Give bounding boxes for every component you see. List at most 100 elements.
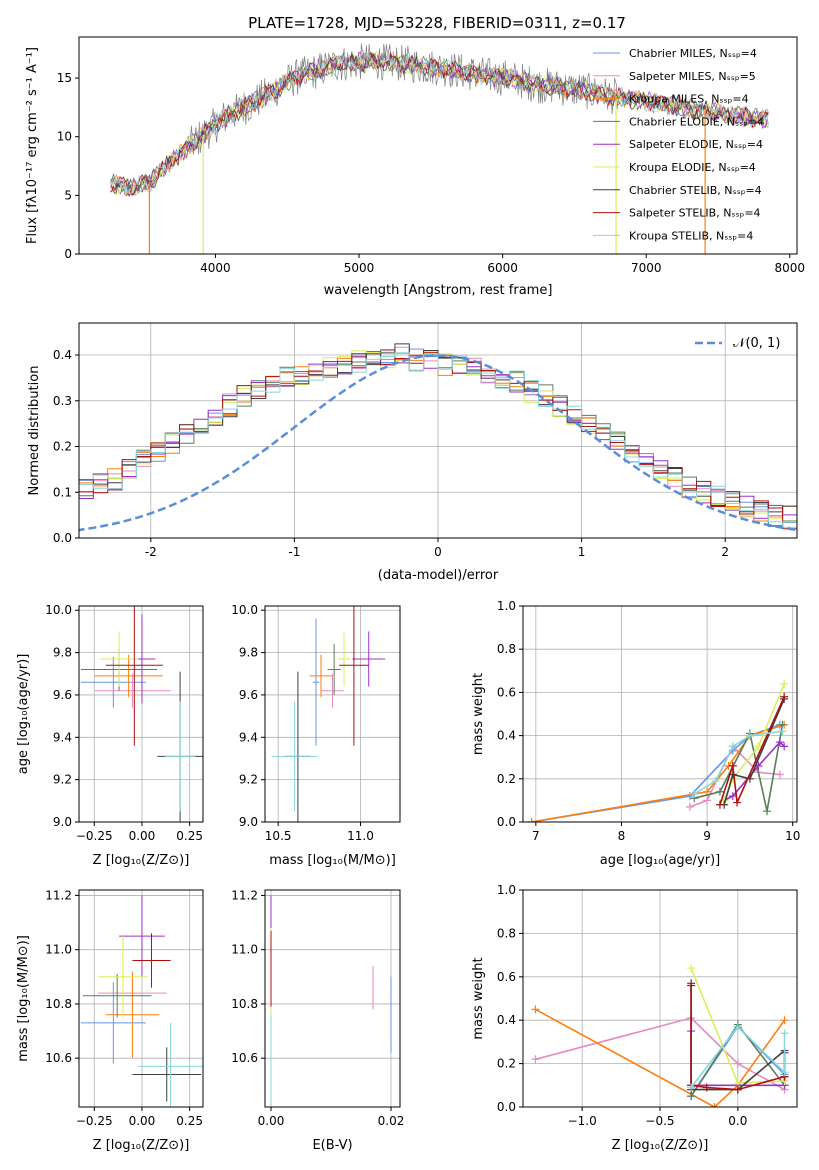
mass-weight-marker — [527, 818, 536, 822]
mass-weight-marker — [711, 776, 720, 785]
mass-weight-marker — [702, 1083, 711, 1092]
mass-vs-ebv-chart: 0.00 0.02 10.6 10.8 11.0 11.2 E(B-V) — [231, 888, 404, 1153]
x-tick-label: 0 — [434, 545, 442, 559]
mass-weight-marker — [780, 742, 789, 751]
mass-weight-marker — [687, 964, 696, 973]
y-tick-label: 9.4 — [239, 730, 258, 744]
y-tick-label: 0 — [64, 247, 72, 261]
mass-weight-marker — [775, 738, 784, 747]
errorbar-group — [80, 606, 203, 822]
mass-weight-marker — [763, 807, 772, 816]
residual-histogram-line — [79, 352, 797, 528]
y-tick-label: 10.0 — [45, 603, 72, 617]
x-tick-label: −0.5 — [645, 1114, 674, 1128]
mass-weight-marker — [685, 802, 694, 811]
y-tick-label: 0.2 — [497, 772, 516, 786]
x-tick-label: 10 — [785, 829, 800, 843]
mass-weight-marker — [728, 742, 737, 751]
x-tick-label: 0.00 — [258, 1114, 285, 1128]
axes-frame — [78, 889, 204, 1108]
x-tick-label: 1 — [578, 545, 586, 559]
x-tick-label: 10.5 — [265, 829, 292, 843]
x-tick-label: 7 — [532, 829, 540, 843]
y-tick-label: 9.2 — [53, 773, 72, 787]
spectrum-lines — [110, 43, 769, 254]
mass-weight-lines — [527, 679, 789, 822]
x-tick-label: −0.25 — [76, 1114, 113, 1128]
mass-weight-marker — [728, 792, 737, 801]
x-tick-label: 9 — [703, 829, 711, 843]
y-tick-label: 0.8 — [497, 642, 516, 656]
legend-entry: Salpeter STELIB, Nₛₛₚ=4 — [629, 207, 761, 220]
y-tick-label: 0.2 — [53, 440, 72, 454]
y-tick-label: 10.0 — [231, 603, 258, 617]
y-axis-label: mass [log₁₀(M/M⊙)] — [16, 935, 31, 1062]
y-tick-label: 0.2 — [497, 1057, 516, 1071]
x-tick-label: 2 — [721, 545, 729, 559]
x-axis-label: mass [log₁₀(M/M⊙)] — [269, 853, 396, 868]
mass-weight-marker — [687, 1083, 696, 1092]
age-vs-z-chart: −0.25 0.00 0.25 9.0 9.2 9.4 9.6 9.8 10.0 Z [log₁₀… — [16, 603, 204, 868]
mass-weight-marker — [745, 731, 754, 740]
y-tick-label: 1.0 — [497, 883, 516, 897]
mass-weight-marker — [715, 787, 724, 796]
mass-weight-line — [535, 1017, 785, 1091]
errorbar-group — [271, 606, 386, 822]
mass-weight-line — [535, 1008, 786, 1107]
x-tick-label: 11.0 — [347, 829, 374, 843]
model-spectrum-line — [110, 51, 769, 197]
y-axis-label: Normed distribution — [27, 366, 42, 496]
mass-weight-marker — [733, 1085, 742, 1094]
residuals-chart: -2 -1 0 1 2 0.0 0.1 0.2 0.3 0.4 (data-model)/error… — [27, 322, 798, 583]
x-tick-label: 0.00 — [129, 1114, 156, 1128]
x-tick-label: 0.00 — [129, 829, 156, 843]
mass-weight-marker — [715, 800, 724, 809]
legend-entry: Kroupa ELODIE, Nₛₛₚ=4 — [629, 161, 756, 174]
x-tick-label: 0.25 — [176, 829, 203, 843]
mass-weight-marker — [531, 1005, 540, 1014]
legend-entry: 𝒩(0, 1) — [733, 336, 780, 351]
legend-entry: Chabrier ELODIE, Nₛₛₚ=4 — [629, 115, 764, 128]
mass-weight-marker — [780, 1068, 789, 1077]
model-spectrum-line — [110, 51, 769, 196]
y-tick-label: 11.0 — [231, 943, 258, 957]
y-tick-label: 0.0 — [497, 815, 516, 829]
mass-weight-vs-age-chart: 7 8 9 10 0.0 0.2 0.4 0.6 0.8 1.0 age [log₁₀(age/yr… — [471, 599, 800, 868]
axes-frame — [78, 36, 798, 255]
axes-frame — [78, 605, 204, 823]
x-tick-label: 0.25 — [176, 1114, 203, 1128]
y-tick-label: 9.6 — [53, 688, 72, 702]
mass-weight-marker — [778, 727, 787, 736]
spectrum-chart: 4000 5000 6000 7000 8000 0 5 10 15 wavelength [An… — [25, 36, 806, 298]
y-tick-label: 0.4 — [497, 1013, 516, 1027]
age-vs-mass-chart: 10.5 11.0 9.0 9.2 9.4 9.6 9.8 10.0 mass [log₁₀(M… — [231, 603, 401, 868]
y-tick-label: 10 — [57, 130, 72, 144]
x-axis-label: Z [log₁₀(Z/Z⊙)] — [612, 1138, 709, 1153]
mass-weight-line — [719, 696, 785, 806]
x-tick-label: -1 — [288, 545, 300, 559]
errorbar-group — [80, 895, 203, 1107]
mass-weight-marker — [710, 1103, 719, 1107]
y-tick-label: 9.8 — [239, 646, 258, 660]
x-tick-label: -2 — [145, 545, 157, 559]
mass-weight-marker — [733, 1059, 742, 1068]
x-tick-label: 7000 — [631, 261, 662, 275]
y-tick-label: 9.4 — [53, 730, 72, 744]
y-tick-label: 0.0 — [53, 531, 72, 545]
x-tick-label: 0.0 — [728, 1114, 747, 1128]
mass-weight-marker — [780, 1016, 789, 1025]
y-axis-label: Flux [fλ10⁻¹⁷ erg cm⁻² s⁻¹ A⁻¹] — [25, 47, 40, 244]
x-tick-label: 8000 — [775, 261, 806, 275]
y-axis-label: mass weight — [471, 957, 486, 1039]
mass-weight-marker — [690, 789, 699, 798]
mass-weight-marker — [685, 792, 694, 801]
x-tick-label: 8 — [618, 829, 626, 843]
x-axis-label: Z [log₁₀(Z/Z⊙)] — [93, 1138, 190, 1153]
mass-weight-line — [723, 698, 785, 805]
y-tick-label: 10.6 — [231, 1051, 258, 1065]
y-tick-label: 9.2 — [239, 773, 258, 787]
y-tick-label: 15 — [57, 71, 72, 85]
mass-weight-marker — [754, 742, 763, 751]
y-axis-label: age [log₁₀(age/yr)] — [16, 654, 31, 775]
